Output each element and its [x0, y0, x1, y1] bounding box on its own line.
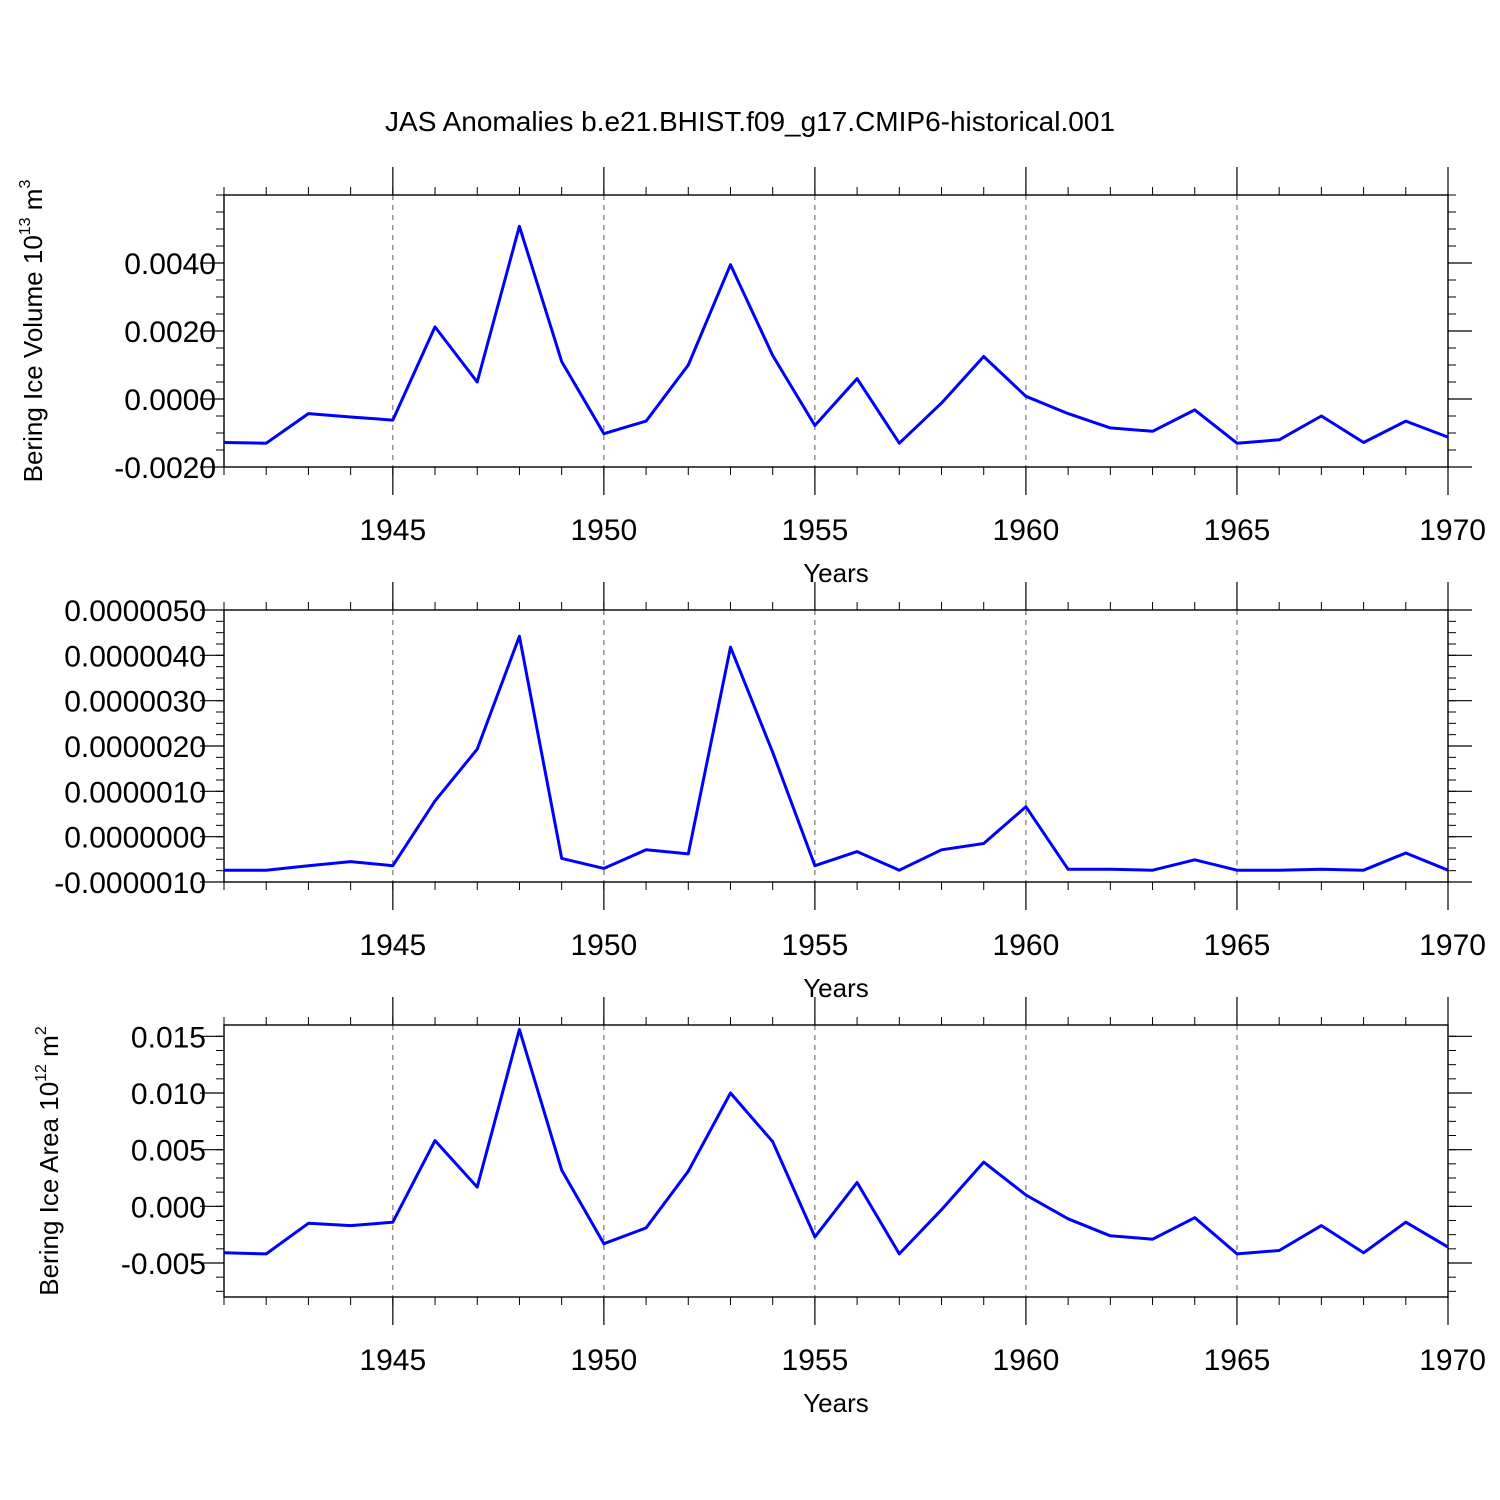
volume-y-axis-title-mid: m	[18, 189, 48, 218]
volume-y-tick-labels: -0.0020 0.0000 0.0020 0.0040	[114, 248, 216, 485]
volume-major-ticks	[200, 167, 1472, 495]
volume-x-tick-label: 1955	[782, 514, 849, 547]
volume-y-axis-title: Bering Ice Volume 1013 m3	[17, 180, 48, 483]
volume-y-tick-label: 0.0020	[124, 316, 216, 349]
area-y-axis-title-exp1: 12	[33, 1064, 50, 1082]
area-gridlines	[392, 1025, 1238, 1297]
area-y-tick-label: 0.005	[131, 1135, 206, 1168]
volume-plot-frame	[223, 194, 1449, 468]
thickness-y-tick-labels: -0.0000010 0.0000000 0.0000010 0.0000020 0.0…	[54, 595, 206, 900]
area-series-line	[223, 1028, 1449, 1256]
volume-x-tick-label: 1960	[993, 514, 1060, 547]
thickness-minor-ticks	[216, 602, 1456, 890]
thickness-x-tick-label: 1970	[1419, 929, 1486, 962]
thickness-x-axis-title: Years	[803, 973, 869, 1003]
area-x-tick-label: 1965	[1204, 1344, 1271, 1377]
thickness-y-tick-label: 0.0000020	[64, 731, 206, 764]
area-x-tick-label: 1970	[1419, 1344, 1486, 1377]
area-x-axis-title: Years	[803, 1388, 869, 1418]
volume-x-tick-label: 1970	[1419, 514, 1486, 547]
thickness-x-tick-label: 1955	[782, 929, 849, 962]
volume-series-line	[223, 224, 1449, 445]
thickness-series-line	[224, 634, 1449, 872]
area-y-tick-label: 0.015	[131, 1021, 206, 1054]
area-y-tick-labels: -0.005 0.000 0.005 0.010 0.015	[121, 1021, 206, 1281]
thickness-gridlines	[392, 610, 1238, 882]
volume-x-tick-labels: 1945 1950 1955 1960 1965 1970	[359, 514, 1486, 547]
volume-y-tick-label: 0.0000	[124, 384, 216, 417]
thickness-panel: -0.0000010 0.0000000 0.0000010 0.0000020 0.0…	[54, 582, 1486, 1003]
volume-x-tick-label: 1965	[1204, 514, 1271, 547]
volume-x-axis-title: Years	[803, 558, 869, 588]
thickness-y-tick-label: 0.0000050	[64, 595, 206, 628]
volume-x-tick-label: 1945	[359, 514, 426, 547]
area-y-axis-title-base: Bering Ice Area 10	[34, 1082, 64, 1296]
thickness-x-tick-label: 1960	[993, 929, 1060, 962]
area-y-tick-label: 0.010	[131, 1078, 206, 1111]
volume-x-tick-label: 1950	[570, 514, 637, 547]
volume-minor-ticks	[216, 187, 1456, 475]
area-plot-frame	[223, 1024, 1449, 1298]
area-y-axis-title: Bering Ice Area 1012 m2	[33, 1026, 64, 1296]
volume-y-tick-label: -0.0020	[114, 452, 216, 485]
area-x-tick-label: 1945	[359, 1344, 426, 1377]
area-y-tick-label: 0.000	[131, 1191, 206, 1224]
area-y-tick-label: -0.005	[121, 1248, 206, 1281]
thickness-x-tick-label: 1950	[570, 929, 637, 962]
thickness-x-tick-label: 1965	[1204, 929, 1271, 962]
area-x-tick-labels: 1945 1950 1955 1960 1965 1970	[359, 1344, 1486, 1377]
volume-y-axis-title-base: Bering Ice Volume 10	[18, 235, 48, 482]
thickness-y-tick-label: 0.0000030	[64, 686, 206, 719]
thickness-x-tick-label: 1945	[359, 929, 426, 962]
thickness-y-tick-label: -0.0000010	[54, 867, 206, 900]
figure-title: JAS Anomalies b.e21.BHIST.f09_g17.CMIP6-…	[385, 106, 1115, 137]
thickness-y-tick-label: 0.0000000	[64, 822, 206, 855]
thickness-plot-frame	[223, 609, 1449, 883]
volume-y-axis-title-exp2: 3	[17, 180, 34, 189]
volume-y-axis-title-exp1: 13	[17, 217, 34, 235]
thickness-y-tick-label: 0.0000010	[64, 776, 206, 809]
area-y-axis-title-mid: m	[34, 1035, 64, 1064]
area-y-axis-title-exp2: 2	[33, 1026, 50, 1035]
volume-y-tick-label: 0.0040	[124, 248, 216, 281]
thickness-x-tick-labels: 1945 1950 1955 1960 1965 1970	[359, 929, 1486, 962]
area-x-tick-label: 1950	[570, 1344, 637, 1377]
thickness-y-tick-label: 0.0000040	[64, 640, 206, 673]
area-major-ticks	[200, 997, 1472, 1325]
area-x-tick-label: 1955	[782, 1344, 849, 1377]
area-minor-ticks	[216, 1017, 1456, 1305]
area-x-tick-label: 1960	[993, 1344, 1060, 1377]
thickness-major-ticks	[200, 582, 1472, 910]
